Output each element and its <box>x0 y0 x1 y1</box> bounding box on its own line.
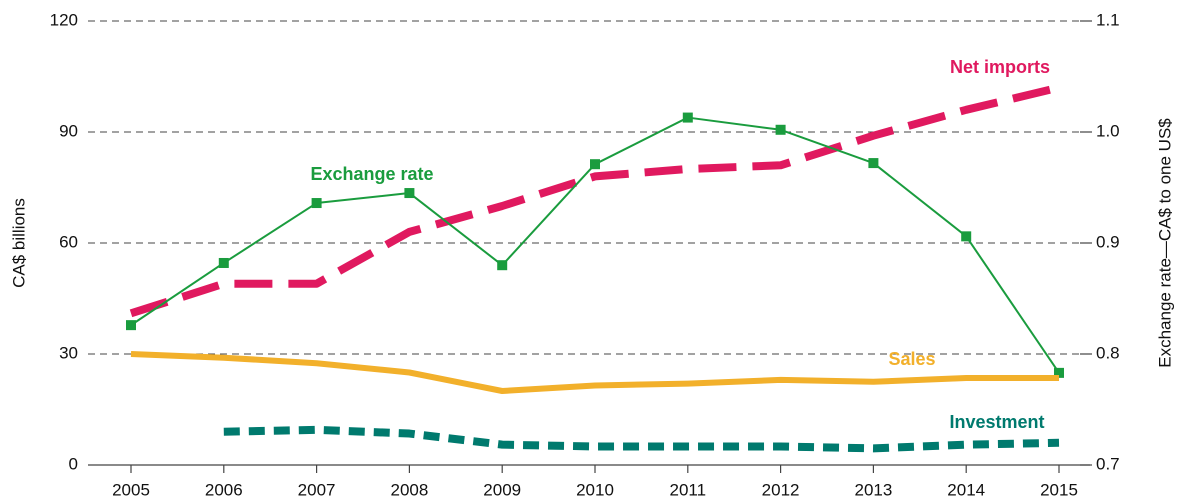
x-tick-label: 2007 <box>298 480 336 499</box>
x-tick-label: 2010 <box>576 480 614 499</box>
x-tick-label: 2008 <box>390 480 428 499</box>
y-tick-label: 0 <box>69 454 78 473</box>
y-tick-label: 30 <box>59 343 78 362</box>
series-line <box>129 83 1060 318</box>
marker <box>126 320 136 331</box>
y2-tick-label: 1.0 <box>1096 121 1120 140</box>
y2-tick-label: 0.7 <box>1096 454 1120 473</box>
y-tick-label: 60 <box>59 232 78 251</box>
y2-tick-label: 0.9 <box>1096 232 1120 251</box>
x-tick-label: 2015 <box>1040 480 1078 499</box>
series-label: Net imports <box>950 57 1050 77</box>
x-tick-label: 2009 <box>483 480 521 499</box>
y2-tick-label: 1.1 <box>1096 10 1120 29</box>
marker <box>590 159 600 170</box>
y-tick-label: 120 <box>50 10 78 29</box>
marker <box>961 231 972 242</box>
series-line <box>223 425 1060 453</box>
marker <box>311 198 322 209</box>
marker <box>868 158 879 169</box>
y-axis-label: CA$ billions <box>9 198 28 288</box>
series-line <box>130 116 1060 374</box>
y2-axis-label: Exchange rate—CA$ to one US$ <box>1155 118 1174 368</box>
marker <box>497 260 508 271</box>
marker <box>1054 367 1064 378</box>
x-tick-label: 2012 <box>762 480 800 499</box>
marker <box>775 124 786 135</box>
y2-tick-label: 0.8 <box>1096 343 1120 362</box>
x-tick-label: 2006 <box>205 480 243 499</box>
marker <box>218 257 229 268</box>
x-tick-label: 2011 <box>670 480 707 499</box>
series-line <box>130 351 1059 394</box>
marker <box>682 112 693 123</box>
marker <box>404 188 415 199</box>
y-tick-label: 90 <box>59 121 78 140</box>
x-tick-label: 2005 <box>112 480 150 499</box>
x-tick-label: 2014 <box>947 480 985 499</box>
series-label: Exchange rate <box>310 164 433 184</box>
series-label: Investment <box>949 412 1044 432</box>
series-label: Sales <box>888 349 935 369</box>
x-tick-label: 2013 <box>854 480 892 499</box>
